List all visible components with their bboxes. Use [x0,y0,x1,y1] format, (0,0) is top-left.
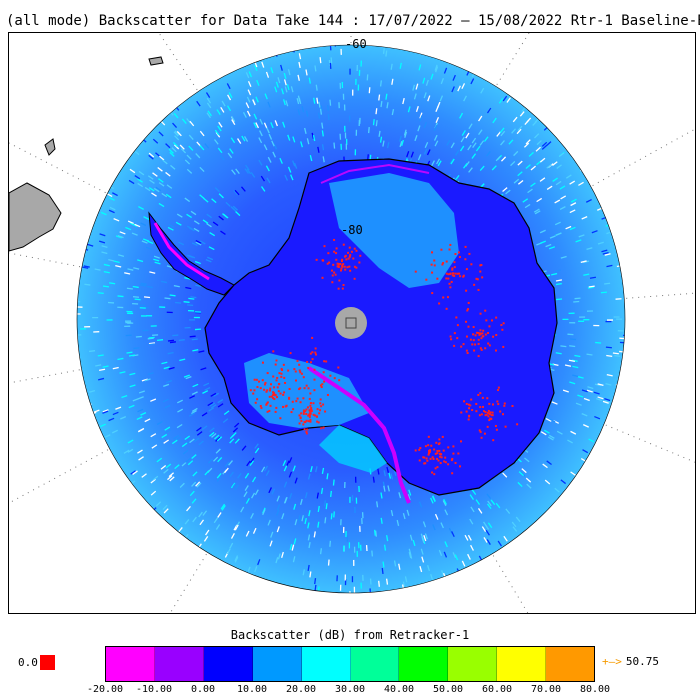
colorbar-tick-label: 30.00 [334,684,366,695]
colorbar-segment [399,647,449,681]
colorbar-segment [546,647,595,681]
colorbar-tick-label: -10.00 [135,684,173,695]
colorbar-tick-label: -20.00 [86,684,124,695]
peninsula-coast-magenta [153,222,210,281]
under-value: 0.0 [18,656,38,669]
colorbar-segment [350,647,400,681]
map-title: (all mode) Backscatter for Data Take 144… [6,13,700,29]
colorbar-segment [203,647,253,681]
under-color-swatch [39,655,55,670]
colorbar-segment [497,647,547,681]
plateau-west [244,353,369,428]
colorbar-segment [301,647,351,681]
colorbar-tick-label: 70.00 [530,684,562,695]
colorbar-tick-label: 40.00 [383,684,415,695]
over-arrow: +–> [602,655,622,668]
under-range-indicator: 0.0 [18,655,55,670]
colorbar-segment [252,647,302,681]
outer-land [9,56,164,252]
colorbar-segment [448,647,498,681]
antarctic-peninsula [148,211,235,296]
polar-map [9,33,695,613]
coast-magenta-north [320,163,430,184]
lat-label-60: -60 [345,37,367,51]
lat-label-80: -80 [341,223,363,237]
colorbar-segment [106,647,155,681]
over-value: 50.75 [625,655,659,668]
pole-hole [335,307,367,339]
colorbar-tick-label: 80.00 [579,684,611,695]
colorbar-tick-label: 20.00 [285,684,317,695]
ice-stream-magenta [307,366,411,504]
colorbar-title: Backscatter (dB) from Retracker-1 [230,628,470,642]
colorbar [105,646,595,682]
colorbar-tick-label: 50.00 [432,684,464,695]
map-frame: -60 -80 [8,32,696,614]
pole-marker [345,317,357,329]
ice-shelf-ross [319,425,387,473]
plateau-east [329,173,459,288]
colorbar-tick-label: 60.00 [481,684,513,695]
colorbar-tick-label: 0.00 [190,684,216,695]
colorbar-tick-label: 10.00 [236,684,268,695]
over-range-indicator: +–> 50.75 [602,655,659,668]
colorbar-segment [154,647,204,681]
low-backscatter-spots [249,238,519,476]
